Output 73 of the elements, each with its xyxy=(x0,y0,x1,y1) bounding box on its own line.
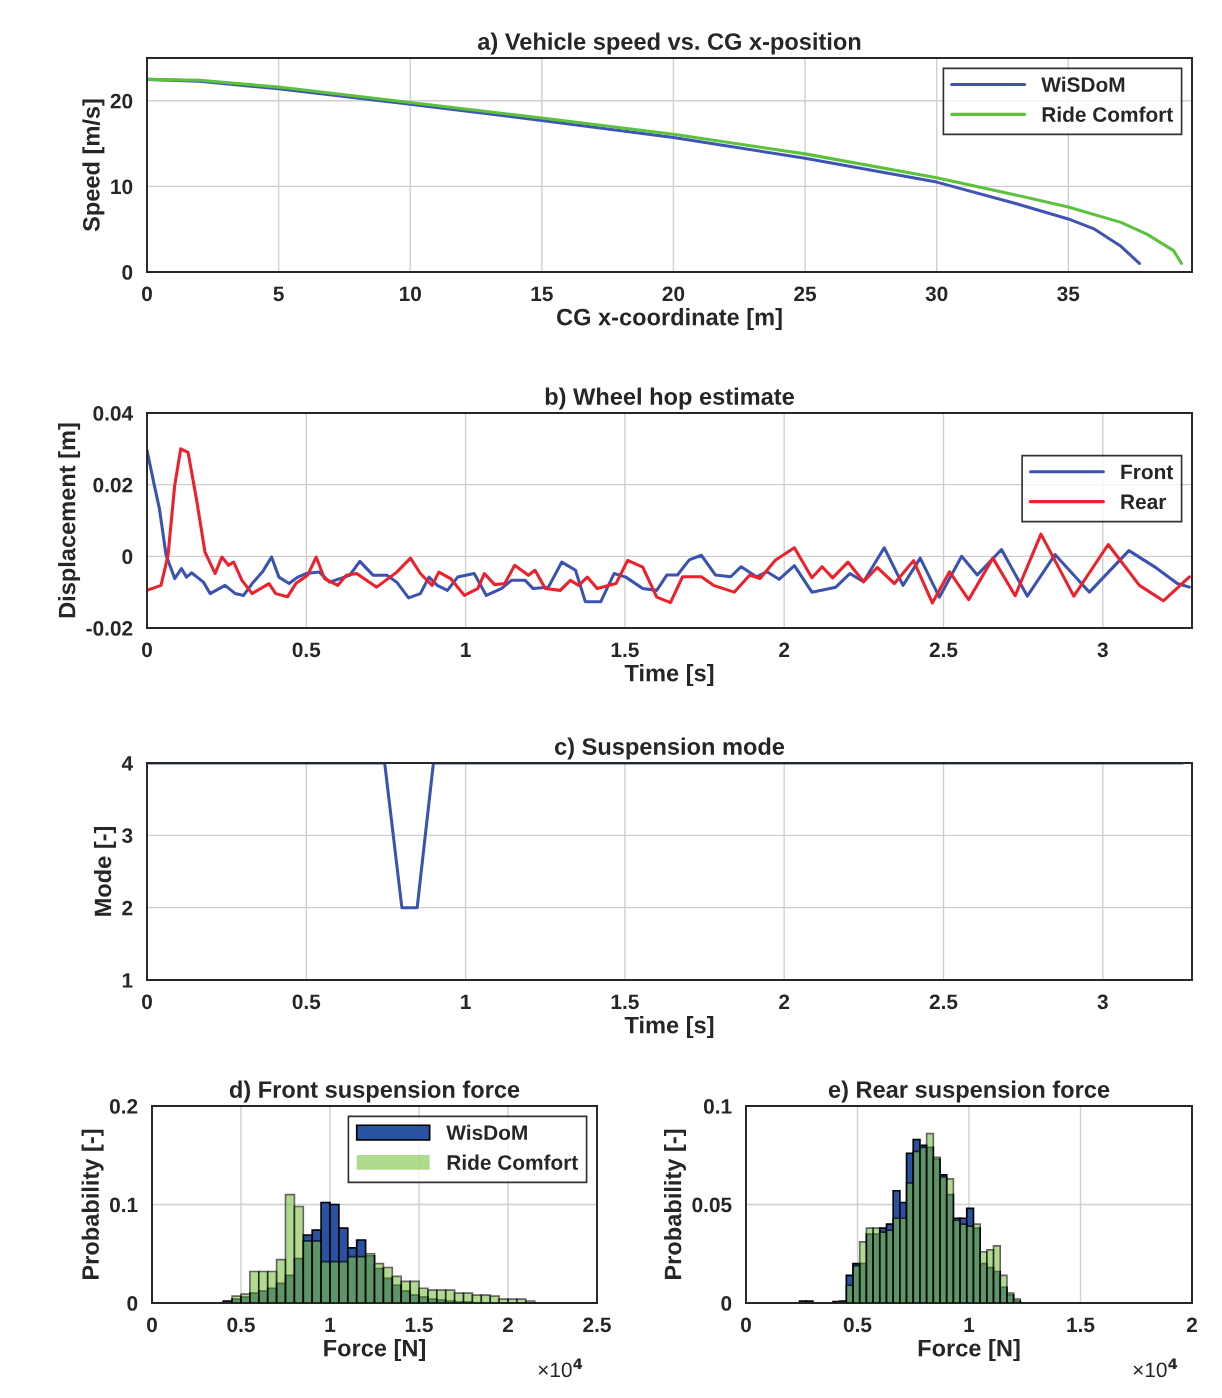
text: ×10$^{4}$ xyxy=(538,1358,583,1378)
y-tick-label: 0.02 xyxy=(93,477,133,493)
x-tick-label: 2.5 xyxy=(929,642,958,658)
y-axis-title: Displacement [m] xyxy=(58,423,81,618)
x-axis-title: Time [s] xyxy=(624,664,714,687)
x-tick-label: 0 xyxy=(142,994,152,1010)
x-tick-label: 20 xyxy=(662,286,685,302)
legend-label: WisDoM xyxy=(446,1124,527,1141)
x-tick-label: 1.5 xyxy=(611,642,639,658)
legend-label: Ride Comfort xyxy=(447,1154,578,1170)
x-tick-label: 2 xyxy=(1186,1317,1197,1332)
legend-label: WiSDoM xyxy=(1041,76,1125,93)
x-tick-label: 2 xyxy=(779,642,790,657)
y-tick-label: 0.1 xyxy=(109,1197,138,1213)
y-axis-title: Speed [m/s] xyxy=(82,99,105,232)
x-tick-label: 0.5 xyxy=(227,1317,255,1333)
chart-title: a) Vehicle speed vs. CG x-position xyxy=(477,32,861,55)
y-tick-label: 0.05 xyxy=(692,1197,732,1213)
x-tick-label: 1.5 xyxy=(1067,1317,1095,1333)
legend-label: Rear xyxy=(1121,494,1167,510)
x-tick-label: 35 xyxy=(1057,286,1080,302)
x-tick-label: 2.5 xyxy=(929,994,958,1010)
x-axis-title: Force [N] xyxy=(918,1339,1020,1362)
text: ×10$^{4}$ xyxy=(1133,1358,1178,1378)
x-tick-label: 0 xyxy=(741,1317,751,1333)
chart-title: c) Suspension mode xyxy=(554,737,785,760)
x-tick-label: 1 xyxy=(461,642,471,657)
y-tick-label: 0 xyxy=(122,265,133,280)
x-tick-label: 2 xyxy=(502,1317,513,1332)
chart-title: e) Rear suspension force xyxy=(828,1080,1110,1103)
y-tick-label: 0 xyxy=(721,1296,732,1311)
legend-label: Front xyxy=(1121,464,1173,480)
y-axis-title: Probability [-] xyxy=(81,1129,104,1279)
x-tick-label: 2.5 xyxy=(583,1317,611,1333)
x-tick-label: 0 xyxy=(147,1317,157,1333)
y-axis-title: Mode [-] xyxy=(93,826,116,916)
x-tick-label: 1 xyxy=(461,994,471,1009)
x-tick-label: 0.5 xyxy=(292,642,321,658)
x-tick-label: 0 xyxy=(142,642,152,658)
x-tick-label: 25 xyxy=(794,286,817,302)
chart-title: d) Front suspension force xyxy=(229,1080,520,1103)
chart-title: b) Wheel hop estimate xyxy=(545,387,794,410)
x-axis-title: Force [N] xyxy=(324,1339,425,1362)
y-tick-label: 20 xyxy=(110,93,133,109)
x-axis-title: Time [s] xyxy=(624,1016,714,1039)
legend-label: Ride Comfort xyxy=(1042,106,1173,122)
x-tick-label: 3 xyxy=(1097,642,1108,658)
y-tick-label: 4 xyxy=(121,756,133,771)
x-tick-label: 30 xyxy=(925,286,948,302)
x-tick-label: 0.5 xyxy=(843,1317,872,1333)
x-tick-label: 10 xyxy=(399,286,421,302)
x-tick-label: 1 xyxy=(964,1317,975,1332)
x-tick-label: 1.5 xyxy=(405,1317,433,1333)
x-tick-label: 5 xyxy=(273,286,284,302)
x-tick-label: 0.5 xyxy=(292,994,321,1010)
y-tick-label: 0.2 xyxy=(109,1099,138,1114)
y-tick-label: -0.02 xyxy=(86,621,133,636)
x-tick-label: 1.5 xyxy=(611,994,639,1010)
x-tick-label: 15 xyxy=(531,286,553,302)
y-tick-label: 3 xyxy=(122,828,133,844)
x-tick-label: 0 xyxy=(142,286,152,302)
x-tick-label: 1 xyxy=(325,1317,336,1332)
y-tick-label: 1 xyxy=(122,973,133,988)
y-tick-label: 10 xyxy=(111,179,133,195)
x-tick-label: 2 xyxy=(779,994,790,1009)
y-tick-label: 0.1 xyxy=(703,1099,732,1114)
y-axis-title: Probability [-] xyxy=(664,1129,687,1279)
x-axis-title: CG x-coordinate [m] xyxy=(557,308,782,331)
y-tick-label: 0 xyxy=(122,549,133,565)
y-tick-label: 2 xyxy=(122,900,133,916)
y-tick-label: 0 xyxy=(127,1296,138,1311)
x-tick-label: 3 xyxy=(1097,994,1108,1010)
y-tick-label: 0.04 xyxy=(93,406,133,421)
